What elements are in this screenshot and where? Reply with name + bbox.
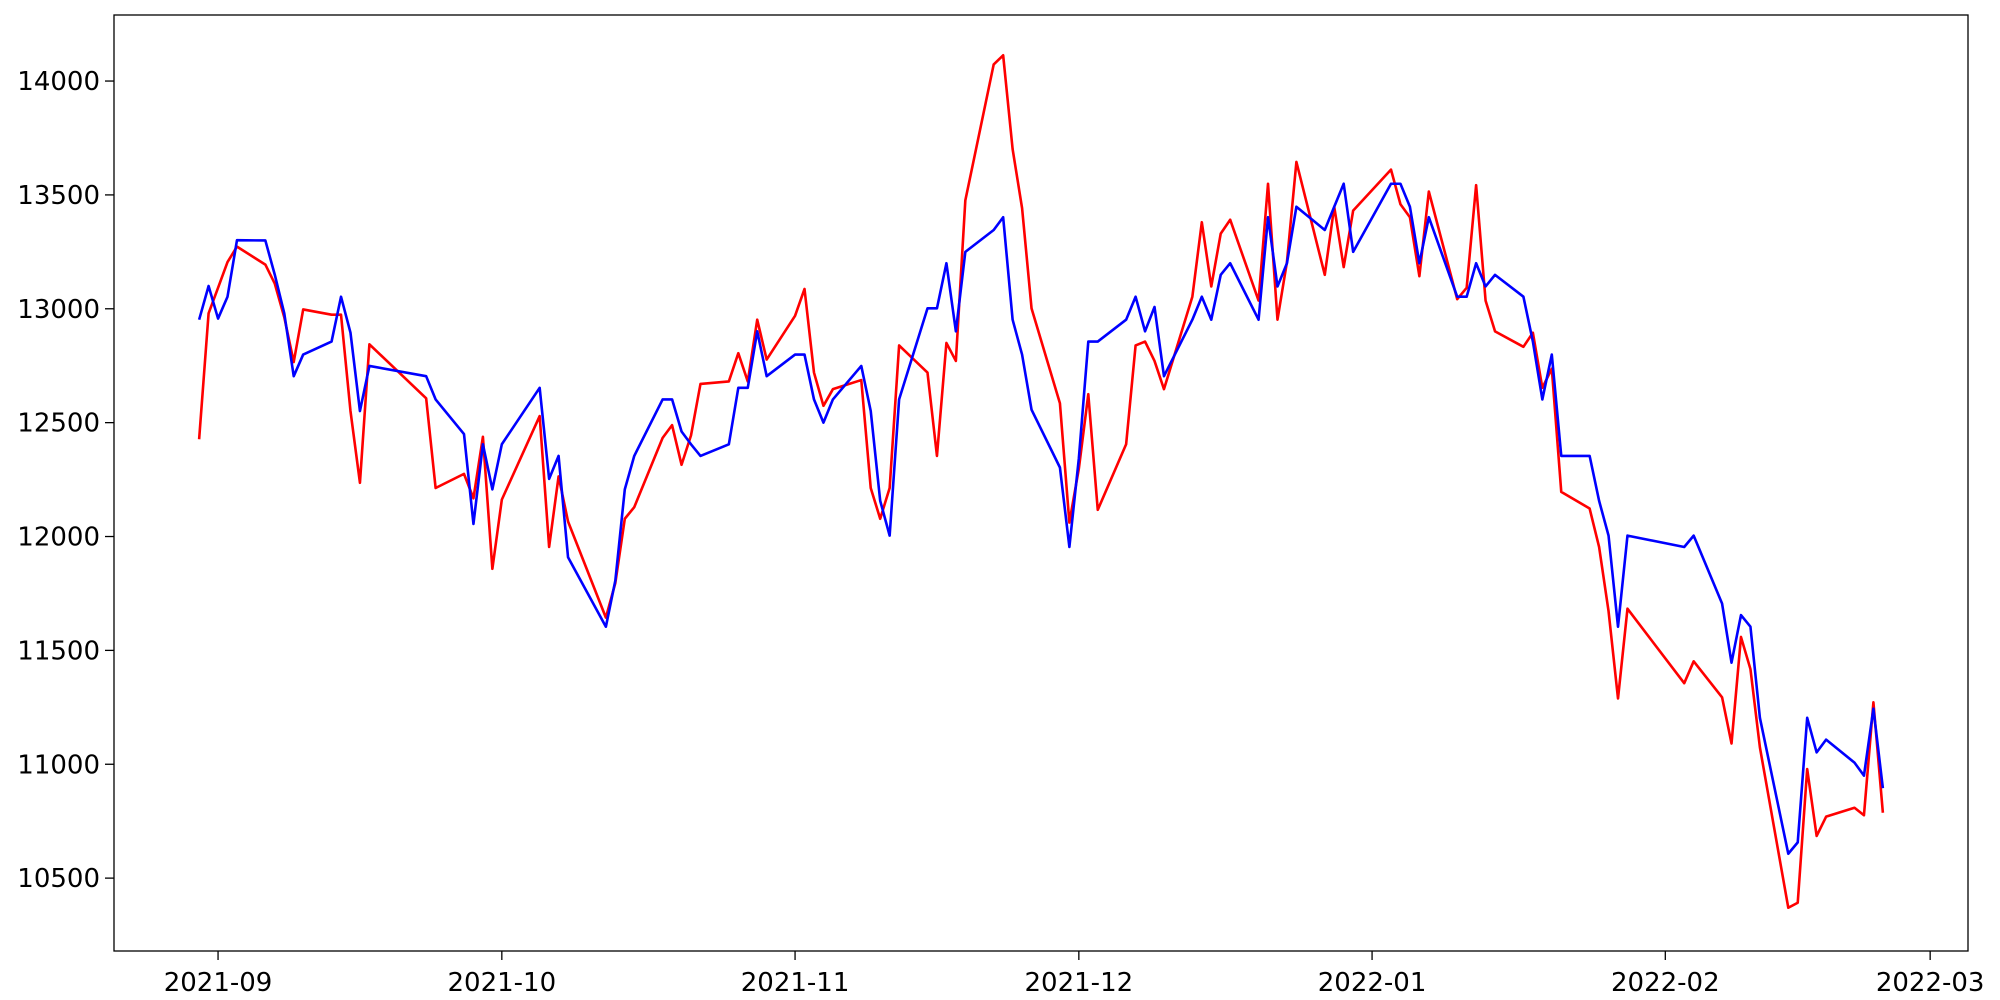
y-tick-label: 14000	[17, 67, 100, 97]
y-tick-label: 11500	[17, 636, 100, 666]
x-tick-label: 2021-11	[741, 968, 850, 998]
x-tick-label: 2022-01	[1318, 968, 1427, 998]
x-tick-label: 2021-10	[448, 968, 557, 998]
plot-frame	[113, 14, 1969, 952]
y-tick-label: 13000	[17, 295, 100, 325]
x-tick-label: 2021-12	[1025, 968, 1134, 998]
y-tick-label: 11000	[17, 750, 100, 780]
y-tick-label: 10500	[17, 864, 100, 894]
y-tick-label: 13500	[17, 181, 100, 211]
series-line	[197, 54, 1885, 910]
x-tick-label: 2021-09	[164, 968, 273, 998]
series-line	[197, 182, 1885, 856]
x-tick-label: 2022-02	[1611, 968, 1720, 998]
x-tick-label: 2022-03	[1876, 968, 1985, 998]
y-tick-label: 12500	[17, 409, 100, 439]
y-tick-label: 12000	[17, 523, 100, 553]
